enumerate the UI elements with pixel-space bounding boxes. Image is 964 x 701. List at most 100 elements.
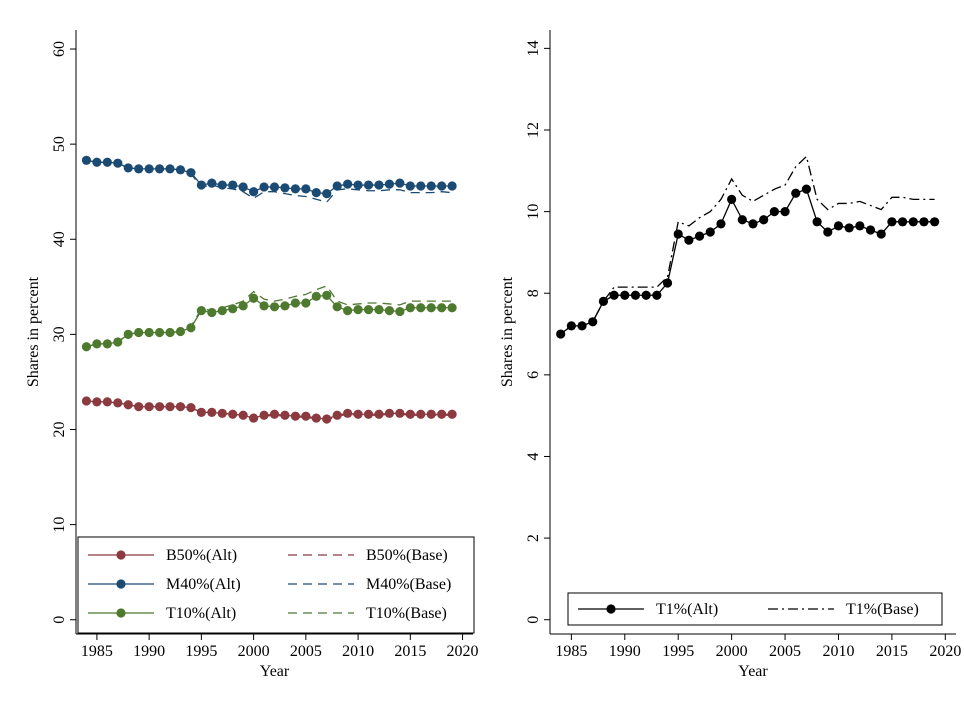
series-line-T1%(Alt) (560, 188, 935, 335)
data-point-T10%(Alt) (322, 290, 332, 300)
data-point-M40%(Alt) (395, 178, 405, 188)
data-point-T1%(Alt) (801, 184, 812, 194)
data-point-B50%(Alt) (311, 413, 321, 423)
series-line-T10%(Base) (86, 285, 453, 348)
data-point-T10%(Alt) (374, 305, 384, 315)
data-point-B50%(Alt) (238, 410, 248, 420)
data-point-T1%(Alt) (609, 290, 619, 300)
right-chart: 0 2 4 6 8 10 12 14 1985 1990 1995 2000 2005 2010 2015 2… (499, 30, 961, 680)
data-point-M40%(Alt) (207, 178, 217, 188)
legend-label-T1%(Base): T1%(Base) (846, 601, 919, 618)
data-point-M40%(Alt) (217, 180, 227, 190)
data-point-M40%(Alt) (437, 181, 447, 191)
x-axis-title: Year (260, 663, 290, 680)
data-point-M40%(Alt) (384, 179, 395, 189)
data-point-T10%(Alt) (332, 302, 342, 312)
data-point-T1%(Alt) (684, 235, 694, 245)
data-point-B50%(Alt) (196, 407, 206, 417)
data-point-M40%(Alt) (186, 168, 196, 178)
data-point-B50%(Alt) (405, 409, 415, 419)
data-point-B50%(Alt) (228, 409, 238, 419)
data-point-M40%(Alt) (238, 182, 248, 192)
data-point-T1%(Alt) (694, 231, 705, 241)
legend-label-M40%(Base): M40%(Base) (366, 576, 451, 593)
data-point-T1%(Alt) (705, 227, 715, 237)
data-point-B50%(Alt) (81, 396, 92, 406)
data-point-M40%(Alt) (144, 164, 154, 174)
data-point-M40%(Alt) (311, 188, 321, 198)
legend-box (77, 536, 475, 634)
data-point-T1%(Alt) (897, 217, 908, 227)
data-point-T10%(Alt) (154, 327, 165, 338)
data-point-T1%(Alt) (908, 217, 918, 227)
y-tick-label: 0 (525, 616, 542, 624)
data-point-T10%(Alt) (384, 305, 395, 316)
data-point-B50%(Alt) (144, 402, 154, 412)
data-point-T10%(Alt) (175, 326, 186, 337)
data-point-T10%(Alt) (207, 307, 217, 318)
data-point-T10%(Alt) (426, 303, 436, 313)
x-tick-label: 2010 (342, 643, 374, 660)
data-point-T1%(Alt) (737, 215, 747, 225)
x-tick-label: 2000 (238, 643, 270, 660)
data-point-M40%(Alt) (343, 179, 353, 189)
x-tick-label: 2015 (394, 643, 426, 660)
legend-marker-B50%(Alt) (116, 550, 126, 560)
data-point-T10%(Alt) (102, 339, 112, 349)
data-point-M40%(Alt) (113, 158, 123, 168)
data-point-T10%(Alt) (280, 301, 290, 311)
y-tick-label: 12 (525, 122, 542, 138)
data-point-T10%(Alt) (437, 303, 447, 313)
x-tick-label: 2015 (876, 643, 908, 660)
data-point-T1%(Alt) (844, 223, 854, 233)
data-point-M40%(Alt) (165, 164, 175, 174)
data-point-B50%(Alt) (217, 408, 227, 418)
legend-marker-T1%(Alt) (606, 604, 616, 614)
y-tick-label: 10 (51, 517, 68, 533)
y-tick-label: 4 (525, 452, 542, 460)
data-point-B50%(Alt) (249, 413, 259, 423)
data-point-T1%(Alt) (577, 321, 587, 331)
data-point-B50%(Alt) (123, 400, 133, 410)
data-point-B50%(Alt) (322, 414, 332, 424)
legend-label-M40%(Alt): M40%(Alt) (166, 576, 241, 593)
data-point-B50%(Alt) (374, 409, 384, 419)
legend-label-T1%(Alt): T1%(Alt) (656, 601, 718, 618)
data-point-M40%(Alt) (416, 181, 426, 191)
legend-label-T10%(Base): T10%(Base) (366, 605, 447, 622)
data-point-T10%(Alt) (395, 306, 405, 317)
data-point-M40%(Alt) (322, 189, 332, 199)
data-point-M40%(Alt) (405, 181, 415, 191)
data-point-B50%(Alt) (384, 408, 395, 418)
x-tick-label: 2000 (716, 643, 748, 660)
y-axis-title: Shares in percent (25, 276, 42, 387)
data-point-B50%(Alt) (290, 411, 300, 421)
data-point-M40%(Alt) (81, 155, 92, 165)
data-point-T1%(Alt) (833, 221, 844, 231)
data-point-T10%(Alt) (165, 327, 175, 338)
data-point-B50%(Alt) (102, 397, 112, 407)
data-point-T1%(Alt) (662, 278, 673, 288)
data-point-B50%(Alt) (426, 409, 436, 419)
data-point-T10%(Alt) (144, 327, 154, 338)
data-point-T10%(Alt) (447, 303, 457, 313)
y-tick-label: 2 (525, 534, 542, 542)
data-point-T10%(Alt) (416, 303, 426, 313)
data-point-T1%(Alt) (566, 321, 576, 331)
legend-label-B50%(Alt): B50%(Alt) (166, 547, 237, 564)
legend-marker-T10%(Alt) (116, 608, 126, 618)
data-point-T10%(Alt) (405, 303, 415, 313)
data-point-T10%(Alt) (217, 305, 227, 316)
x-tick-label: 2005 (290, 643, 322, 660)
data-point-M40%(Alt) (102, 157, 112, 167)
x-tick-label: 1985 (555, 643, 587, 660)
data-point-T1%(Alt) (876, 229, 886, 239)
data-point-T10%(Alt) (269, 302, 280, 312)
left-chart-panel: 0 10 20 30 40 50 60 1985 1990 1995 2000 2005 2010 201… (0, 0, 482, 696)
data-point-T10%(Alt) (301, 298, 311, 308)
data-point-M40%(Alt) (290, 184, 300, 194)
data-point-M40%(Alt) (228, 180, 238, 190)
data-point-B50%(Alt) (175, 402, 186, 412)
data-point-T10%(Alt) (228, 304, 238, 314)
data-point-B50%(Alt) (259, 410, 269, 420)
